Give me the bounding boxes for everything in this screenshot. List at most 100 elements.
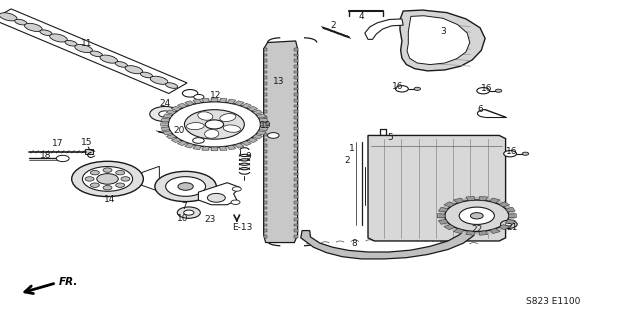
Polygon shape xyxy=(264,224,267,226)
Polygon shape xyxy=(264,195,267,198)
Polygon shape xyxy=(166,135,176,139)
Polygon shape xyxy=(294,99,298,102)
Polygon shape xyxy=(220,98,227,102)
Polygon shape xyxy=(260,123,268,126)
Polygon shape xyxy=(177,103,187,108)
Circle shape xyxy=(177,207,200,218)
Circle shape xyxy=(522,152,529,155)
Text: FR.: FR. xyxy=(59,277,78,287)
Polygon shape xyxy=(257,131,266,135)
Ellipse shape xyxy=(140,72,152,78)
Polygon shape xyxy=(294,167,298,170)
Circle shape xyxy=(184,210,194,215)
Polygon shape xyxy=(171,106,181,111)
Circle shape xyxy=(207,193,225,202)
Text: 2: 2 xyxy=(330,21,335,30)
Ellipse shape xyxy=(65,40,77,46)
Circle shape xyxy=(168,102,260,147)
Ellipse shape xyxy=(125,66,143,74)
Circle shape xyxy=(166,177,205,196)
Text: 13: 13 xyxy=(273,77,284,86)
Text: 19: 19 xyxy=(260,122,271,130)
Polygon shape xyxy=(253,135,262,139)
Polygon shape xyxy=(301,227,477,259)
Polygon shape xyxy=(264,161,267,164)
Ellipse shape xyxy=(0,13,17,21)
Polygon shape xyxy=(479,196,488,201)
Text: 12: 12 xyxy=(210,91,221,100)
Circle shape xyxy=(477,88,490,94)
Circle shape xyxy=(159,111,172,117)
Polygon shape xyxy=(264,54,267,56)
Circle shape xyxy=(460,207,495,224)
Polygon shape xyxy=(400,10,485,71)
Polygon shape xyxy=(294,201,298,204)
Polygon shape xyxy=(259,127,268,131)
Text: 16: 16 xyxy=(481,84,492,93)
Circle shape xyxy=(90,170,99,175)
Circle shape xyxy=(506,223,512,226)
Ellipse shape xyxy=(50,34,67,42)
Text: 2: 2 xyxy=(344,156,349,165)
Polygon shape xyxy=(242,141,252,146)
Polygon shape xyxy=(454,228,464,234)
Polygon shape xyxy=(235,101,244,106)
Polygon shape xyxy=(294,127,298,130)
Polygon shape xyxy=(490,198,500,203)
Circle shape xyxy=(155,171,216,202)
Polygon shape xyxy=(227,145,236,150)
Polygon shape xyxy=(227,99,236,104)
Ellipse shape xyxy=(15,19,27,25)
Polygon shape xyxy=(294,144,298,147)
Polygon shape xyxy=(444,225,454,230)
Polygon shape xyxy=(253,110,262,114)
Circle shape xyxy=(396,86,408,92)
Polygon shape xyxy=(294,54,298,56)
Polygon shape xyxy=(264,218,267,221)
Polygon shape xyxy=(264,212,267,215)
Ellipse shape xyxy=(220,114,236,122)
Text: 1: 1 xyxy=(349,144,354,152)
Circle shape xyxy=(116,183,125,187)
Polygon shape xyxy=(161,127,170,131)
Polygon shape xyxy=(294,229,298,232)
Polygon shape xyxy=(185,143,194,148)
Polygon shape xyxy=(202,98,209,102)
Polygon shape xyxy=(211,147,218,151)
Polygon shape xyxy=(294,116,298,119)
Circle shape xyxy=(121,177,130,181)
Polygon shape xyxy=(264,190,267,192)
Polygon shape xyxy=(248,138,258,143)
Circle shape xyxy=(268,133,279,138)
Polygon shape xyxy=(294,59,298,62)
Polygon shape xyxy=(264,93,267,96)
Circle shape xyxy=(178,183,193,190)
Polygon shape xyxy=(294,190,298,192)
Polygon shape xyxy=(466,231,475,235)
Polygon shape xyxy=(259,118,268,122)
Ellipse shape xyxy=(24,23,42,32)
Polygon shape xyxy=(85,149,93,154)
Polygon shape xyxy=(257,114,266,118)
Ellipse shape xyxy=(223,125,241,132)
Polygon shape xyxy=(506,220,515,224)
Text: 14: 14 xyxy=(104,195,116,203)
Circle shape xyxy=(184,110,244,139)
Polygon shape xyxy=(264,105,267,107)
Polygon shape xyxy=(264,229,267,232)
Text: 5: 5 xyxy=(388,133,393,141)
Polygon shape xyxy=(365,19,403,39)
Polygon shape xyxy=(294,122,298,124)
Polygon shape xyxy=(294,218,298,221)
Circle shape xyxy=(162,99,267,150)
Polygon shape xyxy=(438,220,448,224)
Polygon shape xyxy=(499,202,509,207)
Ellipse shape xyxy=(205,129,219,138)
Circle shape xyxy=(97,174,118,184)
Polygon shape xyxy=(294,235,298,238)
Polygon shape xyxy=(264,99,267,102)
Polygon shape xyxy=(202,146,209,151)
Ellipse shape xyxy=(150,76,168,84)
Polygon shape xyxy=(466,196,475,201)
Circle shape xyxy=(438,197,515,235)
